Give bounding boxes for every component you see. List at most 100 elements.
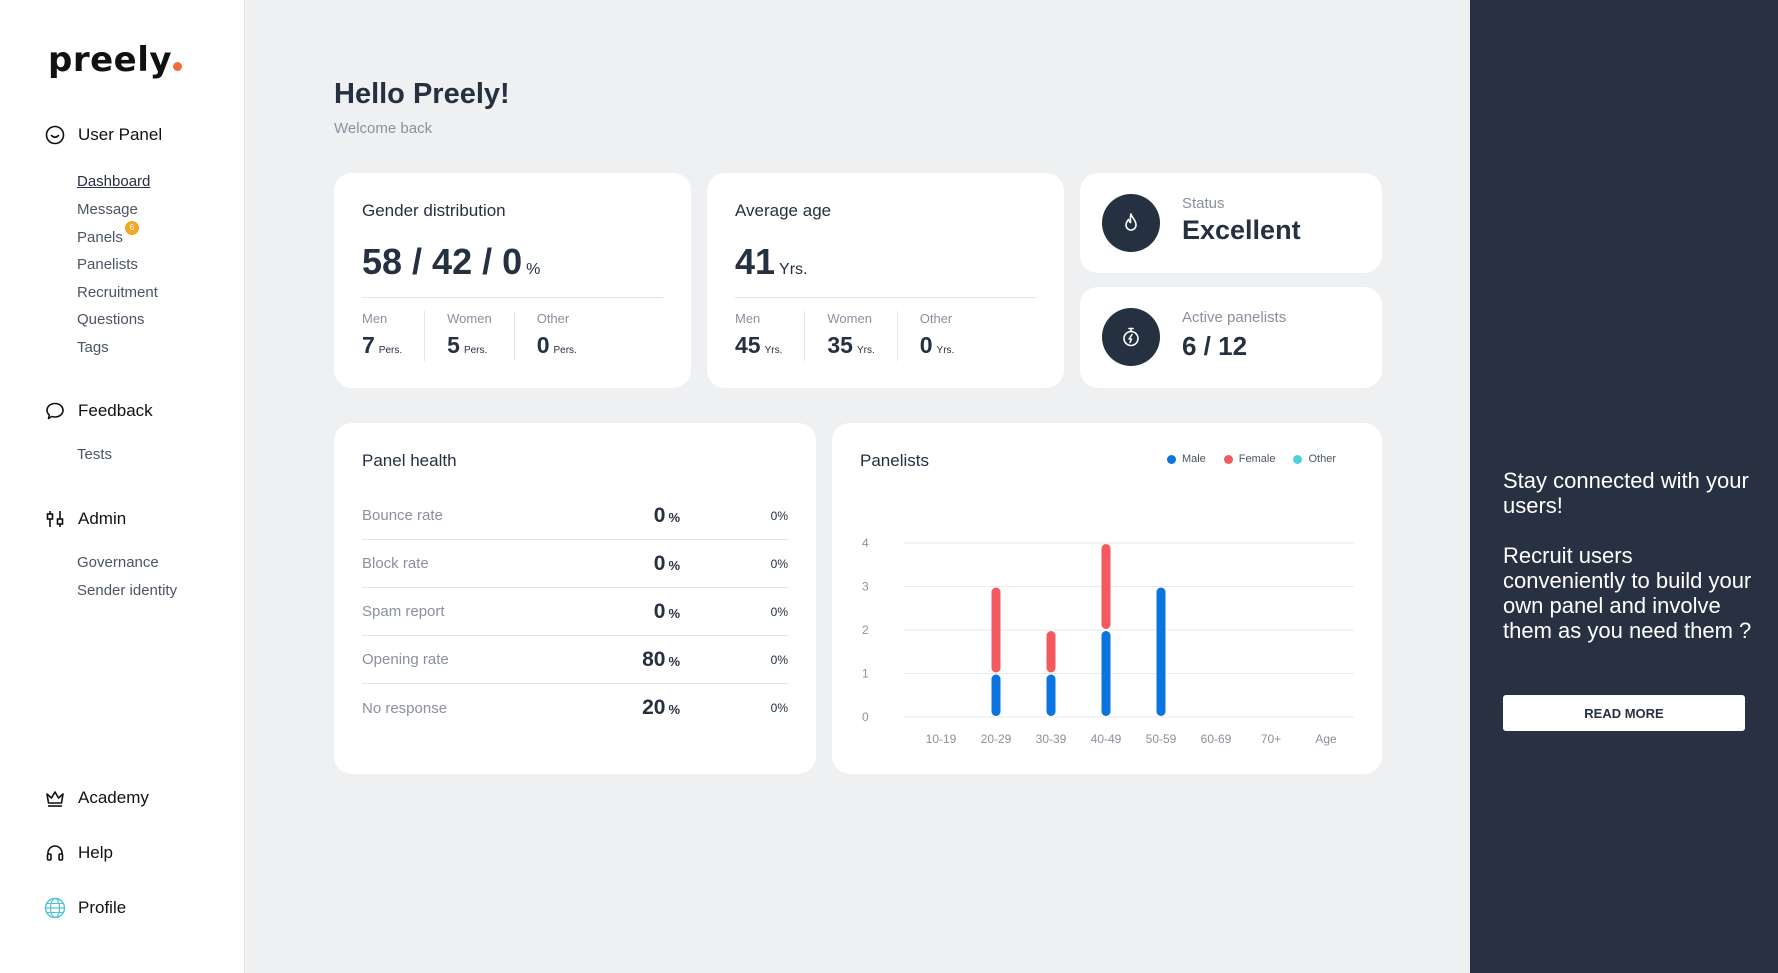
x-tick-label: 50-59 [1146, 732, 1177, 746]
panelists-chart-card: Panelists Male Female Other 0 1 2 3 4 10-19 20… [832, 423, 1382, 774]
bar-male [1046, 674, 1056, 716]
nav-section-label: Admin [78, 509, 127, 528]
nav-help[interactable]: Help [44, 842, 113, 864]
promo-panel: Stay connected with your users! Recruit … [1470, 0, 1778, 973]
promo-text: Stay connected with your users! Recruit … [1503, 468, 1753, 668]
crown-icon [44, 787, 66, 809]
status-label: Status [1182, 195, 1225, 212]
divider [362, 297, 663, 298]
legend-item-female[interactable]: Female [1223, 453, 1275, 465]
y-tick-label: 2 [862, 623, 869, 637]
x-tick-label: 70+ [1261, 732, 1281, 746]
read-more-button[interactable]: READ MORE [1503, 695, 1745, 731]
health-percent: 0% [770, 701, 788, 715]
x-tick-label: 20-29 [981, 732, 1012, 746]
nav-item-tags[interactable]: Tags [77, 339, 109, 356]
promo-headline: Stay connected with your users! [1503, 468, 1749, 518]
bar-male [991, 674, 1001, 716]
status-card: Status Excellent [1080, 173, 1382, 273]
card-title: Gender distribution [362, 201, 506, 220]
nav-section-label: User Panel [78, 125, 163, 144]
nav-academy-label: Academy [78, 788, 149, 807]
health-row: Spam report 0% 0% [362, 588, 788, 636]
nav-help-label: Help [78, 843, 113, 862]
nav-section-feedback[interactable]: Feedback [44, 400, 153, 422]
bar-male [1156, 587, 1166, 716]
globe-avatar-icon [44, 897, 66, 919]
health-value: 20% [642, 696, 680, 719]
stopwatch-bolt-icon [1102, 308, 1160, 366]
nav-item-panelists[interactable]: Panelists [77, 256, 138, 273]
health-row: Opening rate 80% 0% [362, 636, 788, 684]
status-value: Excellent [1182, 215, 1301, 245]
bar-male [1101, 631, 1111, 716]
logo-dot [173, 62, 183, 71]
nav-academy[interactable]: Academy [44, 787, 149, 809]
sidebar: preely User Panel Dashboard Message Pane… [0, 0, 245, 973]
nav-item-questions[interactable]: Questions [77, 311, 145, 328]
nav-item-message[interactable]: Message [77, 201, 138, 218]
nav-item-panels[interactable]: Panels6 [77, 221, 139, 246]
health-label: Bounce rate [362, 507, 443, 524]
active-panelists-label: Active panelists [1182, 309, 1287, 326]
x-tick-label: 10-19 [926, 732, 957, 746]
speech-bubble-icon [44, 400, 66, 422]
nav-profile[interactable]: Profile [44, 897, 126, 919]
nav-item-label: Panels [77, 229, 123, 246]
health-label: No response [362, 699, 448, 717]
health-percent: 0% [770, 508, 788, 523]
average-age-card: Average age 41 Yrs. Men 45 Yrs. Women 35 Yr… [707, 173, 1064, 388]
nav-item-governance[interactable]: Governance [77, 554, 159, 571]
health-row: Bounce rate 0% 0% [362, 492, 788, 540]
stat-men: Men 45 Yrs. [735, 311, 806, 361]
health-label: Spam report [362, 603, 445, 620]
health-value: 0% [653, 599, 680, 623]
x-tick-label: 30-39 [1036, 732, 1067, 746]
health-label: Opening rate [362, 651, 449, 668]
health-value: 0% [653, 551, 680, 575]
stat-other: Other 0 Pers. [536, 311, 577, 358]
chart-legend: Male Female Other [1166, 453, 1336, 465]
nav-section-label: Feedback [78, 401, 153, 420]
nav-section-admin[interactable]: Admin [44, 508, 126, 530]
health-percent: 0% [770, 604, 788, 619]
y-tick-label: 4 [862, 536, 869, 550]
x-tick-label: 40-49 [1091, 732, 1122, 746]
nav-item-dashboard[interactable]: Dashboard [77, 173, 151, 190]
bar-female [1101, 544, 1111, 629]
legend-dot [1223, 454, 1233, 464]
age-stats: Men 45 Yrs. Women 35 Yrs. Other 0 Yrs. [735, 311, 998, 361]
smile-circle-icon [44, 124, 66, 146]
nav-item-sender-identity[interactable]: Sender identity [77, 582, 178, 599]
nav-item-recruitment[interactable]: Recruitment [77, 284, 158, 301]
health-percent: 0% [770, 652, 788, 667]
x-tick-label: 60-69 [1201, 732, 1232, 746]
panels-badge: 6 [124, 221, 139, 235]
average-age-value: 41 Yrs. [735, 241, 808, 282]
health-value: 80% [642, 647, 680, 671]
gender-ratio: 58 / 42 / 0% [362, 241, 541, 282]
legend-item-other[interactable]: Other [1293, 453, 1336, 465]
health-label: Block rate [362, 555, 429, 572]
stat-women: Women 5 Pers. [447, 311, 515, 361]
health-row: Block rate 0% 0% [362, 540, 788, 588]
card-title: Panel health [362, 451, 457, 470]
headset-icon [44, 842, 66, 864]
preely-logo[interactable]: preely [48, 40, 183, 80]
x-axis-label: Age [1315, 732, 1337, 746]
page-title: Hello Preely! [334, 78, 510, 110]
nav-item-tests[interactable]: Tests [77, 446, 113, 463]
legend-item-male[interactable]: Male [1166, 453, 1206, 465]
page-subtitle: Welcome back [334, 120, 433, 137]
nav-profile-label: Profile [78, 898, 127, 917]
nav-section-user-panel[interactable]: User Panel [44, 124, 162, 146]
stat-women: Women 35 Yrs. [827, 311, 898, 361]
stat-other: Other 0 Yrs. [919, 311, 955, 358]
panel-health-card: Panel health Bounce rate 0% 0% Block rat… [334, 423, 816, 774]
panelists-bar-chart: 0 1 2 3 4 10-19 20-29 30-39 40-49 50-59 60-69 70+ Ag… [862, 536, 1354, 746]
divider [735, 297, 1036, 298]
promo-body: Recruit users conveniently to build your… [1503, 543, 1752, 643]
stat-men: Men 7 Pers. [362, 311, 426, 361]
gender-stats: Men 7 Pers. Women 5 Pers. Other 0 Pers. [362, 311, 621, 361]
y-tick-label: 0 [862, 710, 869, 724]
